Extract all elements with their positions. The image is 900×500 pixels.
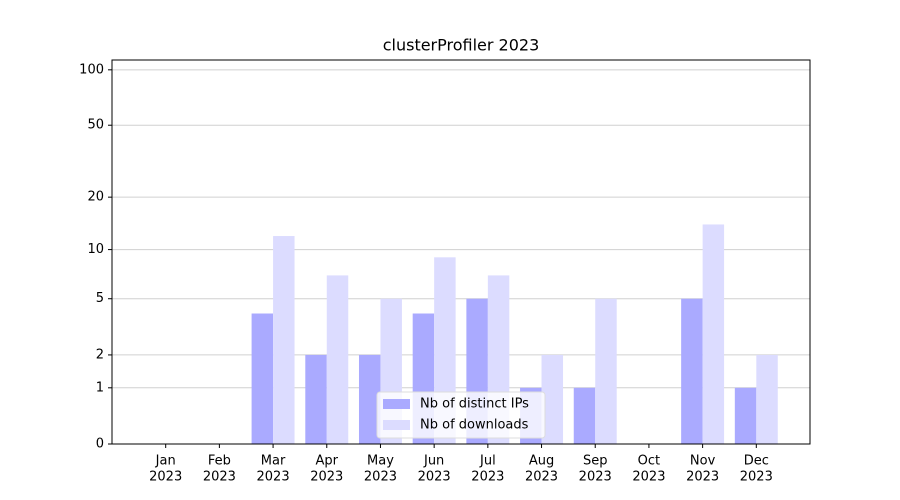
x-tick-label: 2023 (203, 470, 236, 485)
chart-title: clusterProfiler 2023 (383, 36, 540, 55)
x-tick-label: 2023 (310, 470, 343, 485)
legend-label: Nb of distinct IPs (420, 397, 529, 412)
y-tick-label: 100 (79, 62, 104, 77)
bar (541, 354, 564, 444)
bar (251, 313, 274, 444)
y-tick-label: 1 (96, 380, 104, 395)
y-tick-label: 10 (87, 242, 104, 257)
y-tick-label: 0 (96, 437, 104, 452)
x-tick-label: Sep (583, 454, 608, 469)
x-tick-label: Feb (208, 454, 231, 469)
x-tick-label: 2023 (740, 470, 773, 485)
plot-frame (111, 59, 811, 445)
bar (756, 354, 778, 444)
x-tick-label: Dec (744, 454, 769, 469)
legend-label: Nb of downloads (420, 418, 529, 433)
x-tick-label: Mar (261, 454, 286, 469)
bar (702, 224, 725, 444)
bar (595, 298, 617, 444)
x-tick-label: Jun (423, 454, 444, 469)
x-tick-label: 2023 (686, 470, 719, 485)
x-tick-label: Oct (638, 454, 660, 469)
x-tick-label: 2023 (579, 470, 612, 485)
legend-box (376, 391, 546, 439)
x-tick-label: 2023 (632, 470, 665, 485)
bar (326, 275, 349, 444)
bar (305, 354, 327, 444)
bar (734, 387, 757, 444)
y-tick-label: 50 (87, 118, 104, 133)
x-tick-label: Apr (316, 454, 339, 469)
bar (573, 387, 596, 444)
bar (358, 354, 381, 444)
x-tick-label: May (367, 454, 394, 469)
x-tick-label: Nov (690, 454, 716, 469)
x-tick-label: 2023 (525, 470, 558, 485)
y-tick-label: 2 (96, 347, 104, 362)
x-tick-label: Jan (155, 454, 176, 469)
x-tick-label: 2023 (364, 470, 397, 485)
x-tick-label: 2023 (418, 470, 451, 485)
y-tick-label: 20 (87, 190, 104, 205)
x-tick-label: Aug (529, 454, 554, 469)
bar (273, 236, 295, 444)
x-tick-label: 2023 (471, 470, 504, 485)
x-tick-label: 2023 (257, 470, 290, 485)
x-tick-label: 2023 (149, 470, 182, 485)
bar (681, 298, 703, 444)
x-tick-label: Jul (479, 454, 496, 469)
legend-swatch (383, 420, 410, 430)
y-tick-label: 5 (96, 291, 104, 306)
legend-swatch (383, 399, 410, 409)
